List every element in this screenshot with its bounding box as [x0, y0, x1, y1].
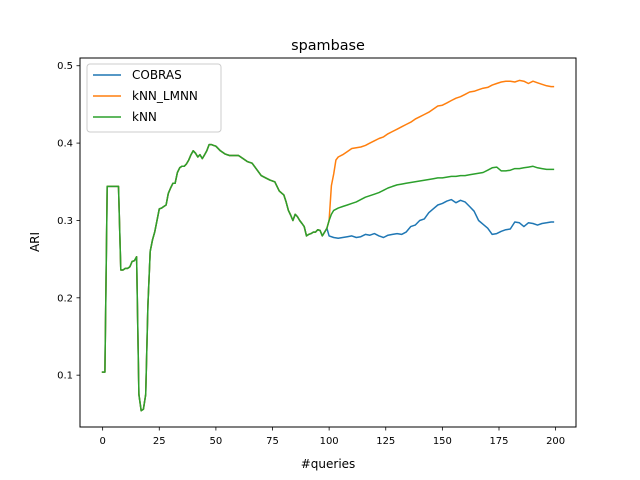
x-tick-label: 0: [99, 436, 105, 447]
y-tick-label: 0.3: [57, 216, 73, 227]
y-axis-label: ARI: [28, 232, 42, 252]
x-tick-label: 100: [320, 436, 339, 447]
legend-label-cobras: COBRAS: [132, 68, 182, 82]
x-tick-label: 50: [210, 436, 223, 447]
chart-title: spambase: [291, 38, 365, 54]
legend-label-knn: kNN: [132, 110, 157, 124]
plot-lines: [101, 79, 555, 412]
y-axis-ticks: 0.1 0.2 0.3 0.4 0.5: [57, 61, 80, 382]
plot-frame: [79, 57, 577, 428]
y-tick-label: 0.1: [57, 371, 73, 382]
y-tick-label: 0.5: [57, 61, 73, 72]
y-tick-label: 0.2: [57, 293, 73, 304]
legend-label-knn-lmnn: kNN_LMNN: [132, 89, 198, 103]
y-tick-label: 0.4: [57, 139, 73, 150]
legend-box: [86, 63, 222, 133]
x-tick-label: 125: [376, 436, 395, 447]
x-tick-label: 75: [266, 436, 279, 447]
x-tick-label: 150: [433, 436, 452, 447]
legend: COBRAS kNN_LMNN kNN: [86, 63, 222, 133]
x-axis-label: #queries: [301, 457, 356, 471]
x-tick-label: 200: [546, 436, 565, 447]
x-tick-label: 25: [153, 436, 166, 447]
x-tick-label: 175: [489, 436, 508, 447]
x-axis-ticks: 0 25 50 75 100 125 150 175 200: [99, 427, 565, 447]
series-line-knn: [101, 143, 555, 412]
